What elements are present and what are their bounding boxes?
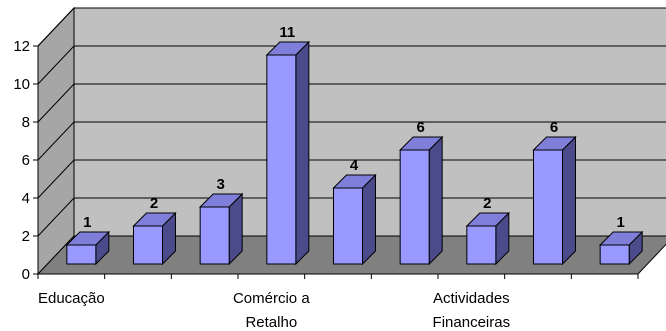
data-label: 1 [83,214,91,231]
gridlines [37,7,666,237]
y-tick-label: 2 [22,228,30,245]
y-tick-label: 8 [22,114,30,131]
data-label: 4 [350,157,359,174]
data-label: 3 [216,176,224,193]
bar [398,135,444,266]
bar-front [333,187,363,265]
y-axis: 0 2 4 6 8 10 12 [13,38,39,283]
bars [65,40,644,266]
x-axis: Educação Comércio a Retalho Actividades Fina… [37,273,639,331]
bar-front [266,54,297,265]
bar-side [362,173,376,266]
bar-front [399,149,430,265]
bar [265,40,311,266]
y-tick-label: 6 [22,152,30,169]
data-label: 1 [616,214,624,231]
x-category-label: Financeiras [433,314,511,331]
bar-front [133,225,163,265]
bar-front [599,244,630,265]
bar-side [295,40,310,266]
bar-side [562,135,576,266]
x-category-label: Educação [38,290,105,307]
y-tick-label: 10 [13,76,30,93]
data-label: 2 [150,195,158,212]
x-category-label: Actividades [433,290,510,307]
bar [465,211,511,266]
bar [332,173,377,266]
data-label: 6 [550,119,558,136]
bar-front [66,244,97,265]
bar-side [428,135,443,266]
x-category-label: Retalho [245,314,297,331]
gridline [37,45,666,85]
gridline [37,159,666,199]
bar-front [466,225,497,265]
gridline [37,121,666,161]
data-label: 2 [483,195,491,212]
x-category-label: Comércio a [233,290,310,307]
bar [198,192,244,266]
gridline [37,83,666,123]
data-label: 6 [416,119,424,136]
bar [132,211,177,266]
y-tick-label: 12 [13,38,30,55]
gridline [37,7,666,47]
bar [532,135,577,266]
gridline [37,197,666,237]
bar [598,230,644,266]
data-labels: 1 2 3 11 4 6 2 6 1 [83,24,625,231]
data-label: 11 [279,24,295,41]
bar-front [533,149,563,265]
y-tick-label: 4 [22,190,30,207]
bar-front [199,206,230,265]
y-tick-label: 0 [22,266,30,283]
bar [65,230,111,266]
